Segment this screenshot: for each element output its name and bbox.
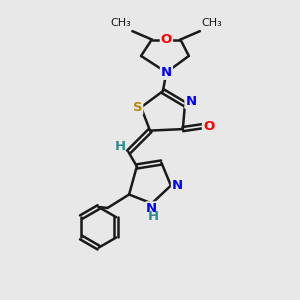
Text: H: H — [115, 140, 126, 153]
Text: CH₃: CH₃ — [110, 18, 131, 28]
Text: O: O — [203, 120, 214, 133]
Text: N: N — [185, 95, 197, 108]
Text: S: S — [133, 101, 142, 114]
Text: N: N — [161, 66, 172, 79]
Text: N: N — [172, 179, 183, 192]
Text: H: H — [148, 210, 159, 224]
Text: O: O — [161, 33, 172, 46]
Text: CH₃: CH₃ — [201, 18, 222, 28]
Text: N: N — [146, 202, 158, 215]
